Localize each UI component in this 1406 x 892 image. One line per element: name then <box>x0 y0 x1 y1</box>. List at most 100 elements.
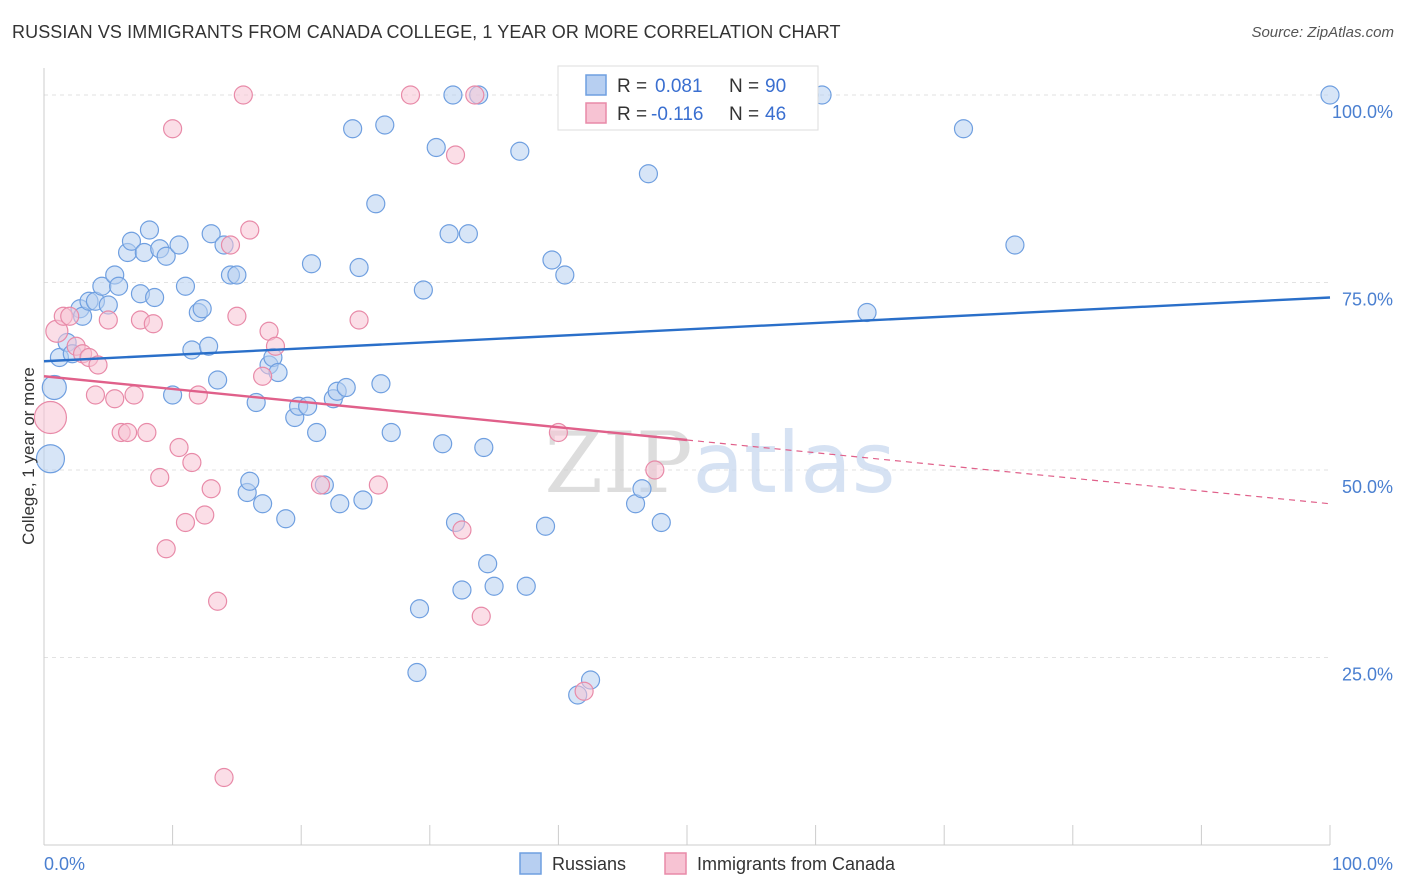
y-tick-label-1: 50.0% <box>1342 477 1393 497</box>
immigrants-point-17 <box>150 467 170 488</box>
russians-point-21 <box>169 235 189 255</box>
legend-r-value-1: 0.081 <box>655 76 703 97</box>
immigrants-point-29 <box>227 306 247 326</box>
x-tick-labels: 0.0% 100.0% <box>44 854 1393 874</box>
immigrants-point-20 <box>169 437 189 458</box>
russians-point-36 <box>253 494 273 514</box>
russians-point-32 <box>227 265 247 285</box>
immigrants-point-23 <box>188 385 208 405</box>
immigrants-point-44 <box>574 681 594 701</box>
russians-point-58 <box>407 662 427 683</box>
immigrants-point-40 <box>452 520 472 540</box>
russians-point-0 <box>35 444 66 474</box>
russians-point-52 <box>349 257 369 278</box>
russians-point-60 <box>413 280 433 300</box>
legend-bottom-label-immigrants: Immigrants from Canada <box>697 854 896 874</box>
russians-point-24 <box>182 340 202 360</box>
russians-point-34 <box>240 471 260 491</box>
immigrants-point-25 <box>201 479 221 499</box>
immigrants-point-26 <box>208 591 228 611</box>
russians-point-55 <box>371 374 391 394</box>
russians-point-29 <box>208 370 228 390</box>
legend-r-value-2: -0.116 <box>651 104 703 125</box>
russians-point-66 <box>452 580 472 600</box>
trend-line-russians <box>43 296 1331 363</box>
x-tick-label-0: 0.0% <box>44 854 85 874</box>
immigrants-point-15 <box>137 422 157 443</box>
russians-point-28 <box>201 224 221 244</box>
y-axis-label: College, 1 year or more <box>19 367 38 545</box>
legend-n-value-2: 46 <box>765 104 786 125</box>
axes <box>43 68 1331 846</box>
russians-point-59 <box>409 599 430 619</box>
russians-point-86 <box>953 119 974 139</box>
immigrants-point-35 <box>310 475 331 495</box>
legend-bottom-swatch-russians <box>519 852 542 875</box>
immigrants-point-0 <box>33 400 68 435</box>
russians-point-54 <box>366 194 386 214</box>
source-credit: Source: ZipAtlas.com <box>1251 24 1394 41</box>
russians-point-63 <box>439 224 459 244</box>
russians-point-80 <box>632 479 652 499</box>
immigrants-point-9 <box>98 310 118 330</box>
legend-r-label-1: R = <box>617 76 647 97</box>
russians-point-71 <box>484 576 504 596</box>
immigrants-point-13 <box>124 385 144 405</box>
russians-point-74 <box>535 516 556 536</box>
russians-point-70 <box>478 554 498 574</box>
russians-point-51 <box>343 119 363 139</box>
legend-bottom-label-russians: Russians <box>552 854 626 874</box>
legend-r-label-2: R = <box>617 104 647 125</box>
russians-point-50 <box>336 377 356 398</box>
russians-point-27 <box>199 336 219 356</box>
immigrants-point-18 <box>156 539 176 559</box>
russians-point-17 <box>139 220 160 240</box>
immigrants-point-36 <box>349 310 369 330</box>
russians-point-56 <box>375 115 395 135</box>
y-tick-labels: 25.0% 50.0% 75.0% 100.0% <box>1332 102 1393 685</box>
chart-title: RUSSIAN VS IMMIGRANTS FROM CANADA COLLEG… <box>12 22 841 42</box>
watermark-text: ZIPatlas <box>544 414 895 512</box>
russians-point-1 <box>41 374 67 401</box>
immigrants-point-27 <box>214 767 234 788</box>
immigrants-point-38 <box>400 85 421 105</box>
grid-lines <box>44 94 1330 658</box>
immigrants-point-45 <box>645 460 665 480</box>
russians-point-75 <box>542 250 562 270</box>
immigrants-point-41 <box>465 85 485 105</box>
legend-top: R = 0.081 N = 90 R = -0.116 N = 46 <box>557 65 819 131</box>
immigrants-point-7 <box>85 385 106 405</box>
immigrants-point-39 <box>445 145 466 165</box>
russians-point-87 <box>1005 235 1025 255</box>
immigrants-point-31 <box>240 220 260 240</box>
russians-point-76 <box>555 265 575 285</box>
y-tick-label-0: 25.0% <box>1342 665 1393 685</box>
immigrants-point-32 <box>253 366 273 386</box>
legend-swatch-blue <box>585 74 607 96</box>
russians-point-18 <box>144 287 165 308</box>
immigrants-point-30 <box>233 85 253 105</box>
immigrants-point-37 <box>368 475 388 495</box>
russians-point-85 <box>857 302 877 323</box>
russians-point-43 <box>298 396 318 416</box>
immigrants-point-42 <box>471 606 491 626</box>
immigrants-point-21 <box>175 512 196 533</box>
legend-bottom-swatch-immigrants <box>664 852 687 875</box>
trend-lines <box>43 296 1331 505</box>
x-tick-label-1: 100.0% <box>1332 854 1393 874</box>
russians-point-82 <box>651 512 671 533</box>
russians-point-81 <box>638 164 659 184</box>
russians-point-40 <box>276 509 296 529</box>
trend-line-immigrants-dashed <box>686 439 1331 505</box>
russians-point-64 <box>443 85 463 105</box>
russians-point-61 <box>426 137 446 158</box>
russians-point-14 <box>121 231 142 251</box>
immigrants-point-3 <box>60 306 80 326</box>
russians-point-57 <box>381 422 401 443</box>
russians-point-26 <box>192 299 212 319</box>
watermark: ZIPatlas <box>544 414 895 512</box>
trend-line-immigrants-solid <box>43 375 688 442</box>
immigrants-point-8 <box>88 355 108 375</box>
russians-point-62 <box>433 434 453 454</box>
immigrants-point-19 <box>163 119 183 139</box>
